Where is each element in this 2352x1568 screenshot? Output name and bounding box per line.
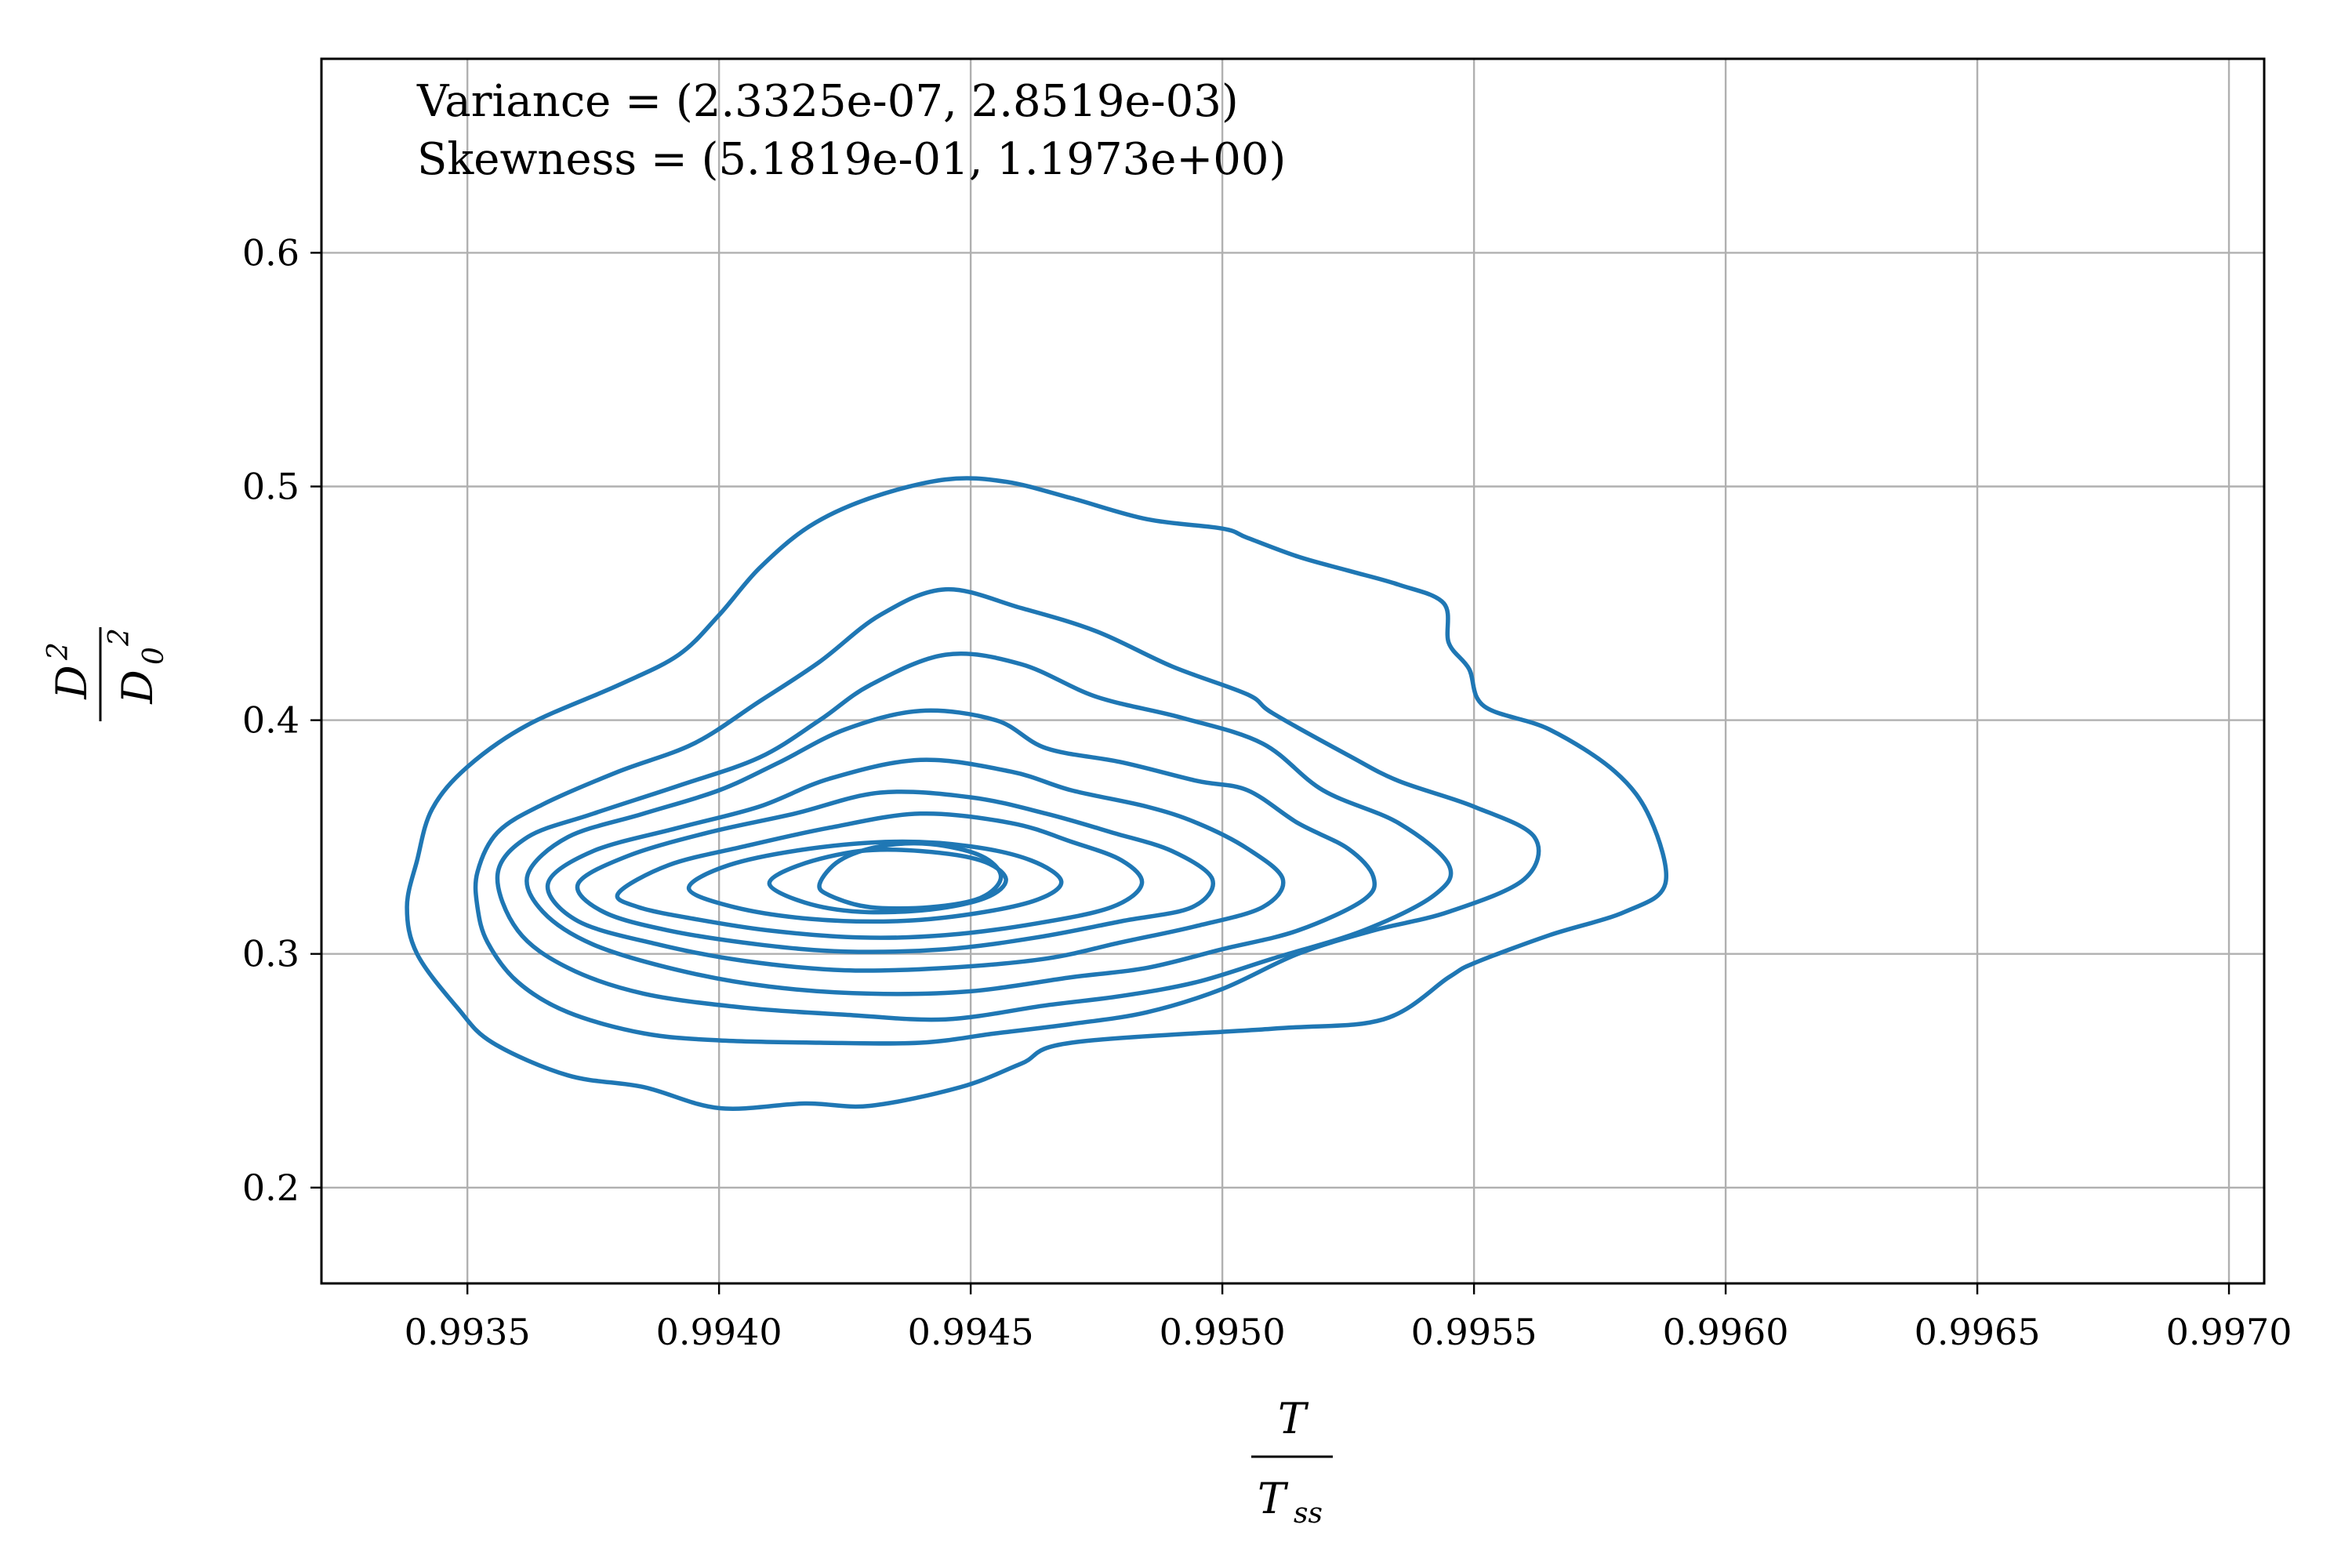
contour-lines (405, 476, 1668, 1111)
axis-ticks: 0.9935 0.9940 0.9945 0.9950 0.9955 0.9960 0.99… (242, 231, 2292, 1353)
y-label-denominator-superscript: 2 (103, 628, 136, 647)
y-tick-label: 0.4 (242, 699, 299, 742)
x-label-numerator: T (1278, 1394, 1309, 1443)
x-tick-label: 0.9965 (1915, 1311, 2041, 1353)
contour-line-level-8 (686, 839, 1064, 924)
plot-frame (320, 57, 2266, 1285)
x-label-denominator-subscript: ss (1294, 1497, 1323, 1530)
contour-line-level-6 (575, 789, 1215, 954)
contour-line-level-2 (473, 586, 1541, 1046)
x-tick-label: 0.9940 (656, 1311, 782, 1353)
x-axis-label: T T ss (1251, 1394, 1333, 1530)
contour-line-level-3 (495, 652, 1454, 1022)
skewness-annotation: Skewness = (5.1819e-01, 1.1973e+00) (417, 134, 1286, 185)
y-label-denominator: D (113, 670, 162, 704)
y-tick-label: 0.6 (242, 231, 299, 274)
contour-line-level-4 (524, 708, 1377, 996)
y-label-denominator-subscript: 0 (138, 647, 170, 665)
x-tick-label: 0.9945 (908, 1311, 1034, 1353)
contour-line-level-9 (767, 847, 1008, 915)
contour-line-level-5 (545, 757, 1286, 973)
variance-annotation: Variance = (2.3325e-07, 2.8519e-03) (416, 76, 1239, 127)
y-tick-label: 0.3 (242, 933, 299, 975)
x-tick-label: 0.9970 (2166, 1311, 2292, 1353)
y-tick-label: 0.2 (242, 1167, 299, 1209)
x-tick-label: 0.9950 (1160, 1311, 1286, 1353)
x-tick-label: 0.9955 (1411, 1311, 1537, 1353)
y-tick-label: 0.5 (242, 466, 299, 508)
y-label-numerator: D (47, 665, 96, 699)
annotation-box: Variance = (2.3325e-07, 2.8519e-03) Skew… (416, 76, 1286, 185)
x-tick-label: 0.9935 (405, 1311, 531, 1353)
y-axis-label: D 2 D 0 2 (42, 627, 170, 721)
contour-line-level-7 (615, 811, 1145, 940)
x-tick-label: 0.9960 (1663, 1311, 1789, 1353)
contour-line-level-10 (817, 840, 1004, 911)
contour-line-level-1 (405, 476, 1668, 1111)
y-label-numerator-superscript: 2 (42, 642, 74, 661)
x-label-denominator: T (1258, 1474, 1289, 1523)
